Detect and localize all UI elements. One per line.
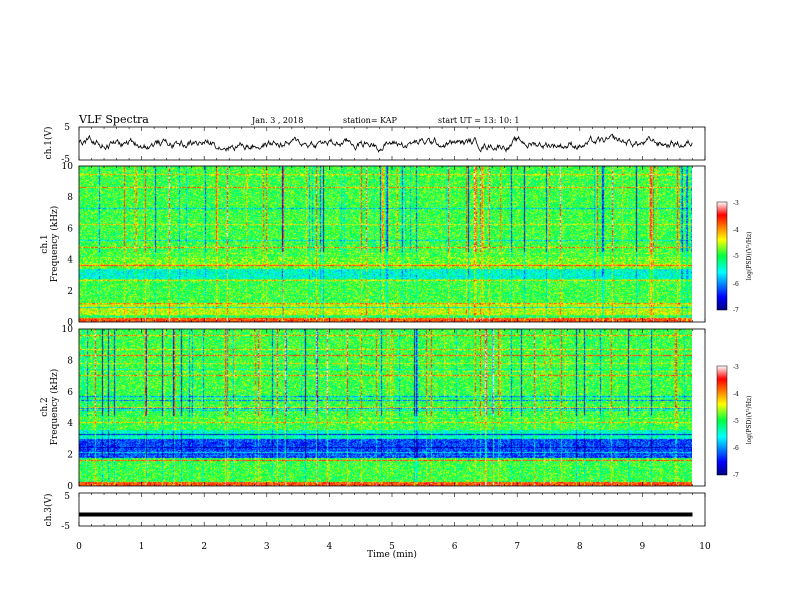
- ch2-colorbar-label: log(PSD)(V²/Hz): [746, 396, 753, 445]
- ch1-spectrogram-ytick-5: 10: [62, 162, 74, 172]
- ch1-spectrogram-ytick-1: 2: [67, 287, 73, 297]
- ch2-cbtick-4: -7: [733, 472, 739, 479]
- ch3-waveform-ylabel: ch.3(V): [43, 494, 54, 527]
- ch2-spectrogram-ytick-5: 10: [62, 325, 74, 335]
- x-tick-label-8: 8: [577, 542, 583, 552]
- x-tick-label-1: 1: [139, 542, 145, 552]
- ch3-ytick-5: 5: [64, 492, 70, 502]
- figure-title: VLF Spectra: [78, 113, 149, 126]
- ch3-waveform-frame: [78, 492, 706, 527]
- ch1-ytick-minus5: -5: [61, 155, 70, 165]
- ch2-cbtick-1: -4: [733, 391, 739, 398]
- ch2-colorbar: -3 -4 -5 -6 -7 log(PSD)(V²/Hz): [716, 364, 753, 479]
- x-tick-label-0: 0: [76, 542, 82, 552]
- station-label: station= KAP: [343, 116, 398, 125]
- ch1-waveform-panel: [78, 133, 693, 154]
- ch1-colorbar-gradient: [716, 201, 728, 311]
- date-label: Jan. 3 , 2018: [251, 116, 303, 125]
- ch2-cbtick-2: -5: [733, 418, 739, 425]
- ch2-spectrogram-panel: [79, 329, 692, 486]
- ch1-cbtick-4: -7: [733, 307, 739, 314]
- ch1-waveform-line: [78, 133, 693, 154]
- ch2-spectrogram-ytick-2: 4: [67, 419, 73, 429]
- x-tick-label-9: 9: [640, 542, 646, 552]
- ch2-spectrogram-ylabel-channel: ch.2: [40, 397, 50, 416]
- ch1-cbtick-1: -4: [733, 227, 739, 234]
- start-time-label: start UT = 13: 10: 1: [438, 116, 519, 125]
- x-tick-label-5: 5: [389, 542, 395, 552]
- x-tick-label-10: 10: [699, 542, 711, 552]
- ch2-spectrogram-ytick-0: 0: [67, 482, 73, 492]
- ch1-cbtick-3: -6: [733, 281, 739, 288]
- ch2-cbtick-3: -6: [733, 445, 739, 452]
- ch1-colorbar-label: log(PSD)(V²/Hz): [746, 232, 753, 281]
- x-axis-label: Time (min): [367, 549, 417, 560]
- ch2-colorbar-gradient: [716, 365, 728, 476]
- ch2-spectrogram-ytick-3: 6: [67, 388, 73, 398]
- ch1-cbtick-0: -3: [733, 200, 739, 207]
- ch1-spectrogram-ylabel-frequency: Frequency (kHz): [49, 206, 60, 283]
- ch3-ytick-minus5: -5: [61, 522, 70, 532]
- ch1-spectrogram-panel: [79, 166, 692, 322]
- ch2-spectrogram-ytick-1: 2: [67, 451, 73, 461]
- ch1-spectrogram-ylabel-channel: ch.1: [40, 234, 50, 253]
- ch1-spectrogram-ytick-2: 4: [67, 256, 73, 266]
- ch1-spectrogram-image: [79, 166, 692, 322]
- ch1-waveform-ylabel: ch.1(V): [43, 127, 54, 160]
- ch1-ytick-5: 5: [64, 123, 70, 133]
- x-tick-label-4: 4: [327, 542, 333, 552]
- ch1-spectrogram-ytick-4: 8: [67, 193, 73, 203]
- ch1-spectrogram-ytick-3: 6: [67, 224, 73, 234]
- ch2-spectrogram-image: [79, 329, 692, 486]
- ch2-cbtick-0: -3: [733, 364, 739, 371]
- ch1-spectrogram-ytick-0: 0: [67, 318, 73, 328]
- ch2-spectrogram-ytick-4: 8: [67, 356, 73, 366]
- x-tick-label-3: 3: [264, 542, 270, 552]
- ch1-cbtick-2: -5: [733, 253, 739, 260]
- ch2-spectrogram-ylabel-frequency: Frequency (kHz): [49, 369, 60, 446]
- x-tick-label-6: 6: [452, 542, 458, 552]
- x-tick-label-2: 2: [201, 542, 207, 552]
- ch1-colorbar: -3 -4 -5 -6 -7 log(PSD)(V²/Hz): [716, 200, 753, 314]
- x-tick-label-7: 7: [514, 542, 520, 552]
